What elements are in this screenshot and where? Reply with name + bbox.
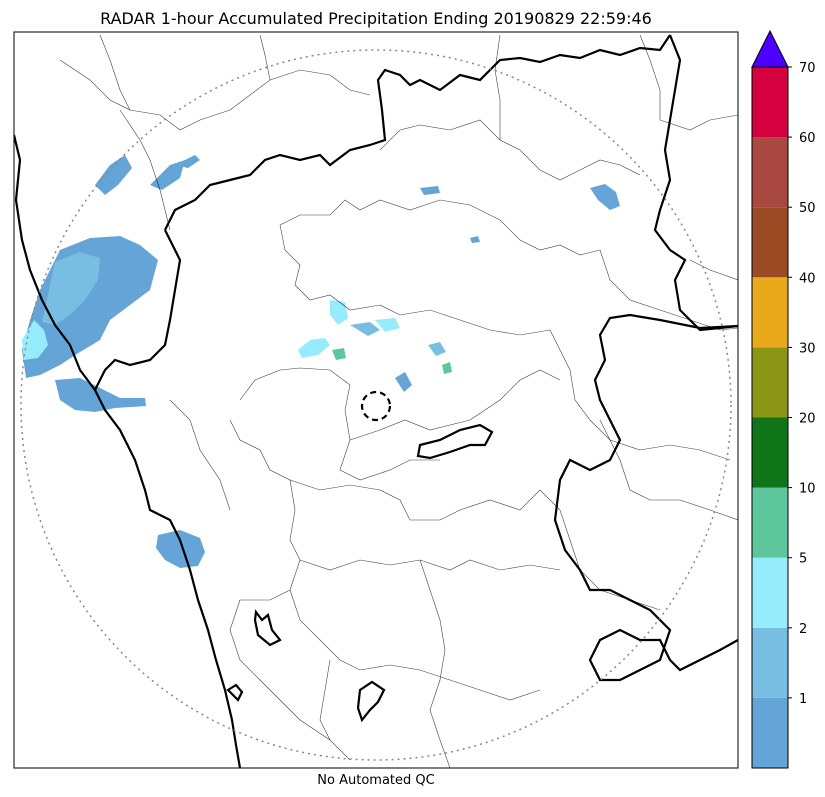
district-border	[289, 479, 541, 521]
qc-caption: No Automated QC	[317, 773, 434, 788]
rain-patch-ne	[590, 184, 620, 210]
district-border	[659, 114, 738, 131]
colorbar-tick-label: 20	[799, 412, 816, 427]
district-border	[599, 249, 738, 331]
colorbar-segment	[752, 557, 788, 628]
state-border-south-island-1	[253, 609, 282, 647]
district-border	[419, 559, 451, 768]
district-border	[319, 659, 331, 741]
district-border	[229, 419, 301, 601]
colorbar-segment	[752, 417, 788, 488]
rain-patch-coast-north	[95, 155, 132, 195]
colorbar-tick-label: 1	[799, 692, 807, 707]
rain-patch-center-7	[428, 342, 446, 356]
district-border	[279, 224, 551, 336]
colorbar-tick-label: 2	[799, 622, 807, 637]
district-border	[494, 34, 501, 140]
state-border-ne	[653, 34, 738, 332]
rain-patch-coast-lower	[55, 378, 146, 412]
colorbar-tick-label: 70	[799, 61, 816, 76]
state-border-east-island	[416, 423, 494, 460]
colorbar-segment	[752, 627, 788, 698]
state-border-north-1	[164, 34, 671, 231]
district-border	[119, 109, 171, 231]
colorbar-segment	[752, 277, 788, 348]
state-border-south-island-2	[356, 680, 386, 723]
colorbar-segment	[752, 207, 788, 278]
rain-patch-center-6	[395, 372, 412, 392]
district-border	[299, 559, 561, 571]
district-border	[689, 259, 738, 281]
colorbar-tick-label: 10	[799, 482, 816, 497]
figure-title: RADAR 1-hour Accumulated Precipitation E…	[100, 9, 652, 28]
district-border	[279, 199, 601, 256]
district-border	[169, 399, 231, 511]
colorbar-segment	[752, 487, 788, 558]
colorbar-tick-label: 50	[799, 201, 816, 216]
district-border	[549, 329, 731, 461]
rain-patch-center-9	[470, 236, 480, 243]
district-border	[59, 59, 251, 131]
district-border	[349, 369, 561, 441]
rain-patch-south-coast	[156, 530, 205, 568]
district-borders	[59, 34, 738, 768]
state-border-west-coast	[14, 134, 242, 768]
district-border	[599, 419, 738, 521]
colorbar-tick-label: 5	[799, 552, 807, 567]
state-border-south-island-3	[226, 683, 244, 702]
state-border-east	[553, 313, 738, 682]
rain-patch-coast-north-3	[175, 155, 200, 168]
precipitation-layer	[22, 155, 620, 568]
rain-patch-center-1	[298, 338, 330, 358]
district-border	[379, 119, 501, 151]
district-border	[499, 139, 641, 181]
district-border	[289, 589, 541, 701]
district-border	[239, 367, 440, 481]
colorbar: 1 2 5 10 20 30 40 50 60 70	[751, 29, 816, 769]
rain-patch-west-coast-mid	[42, 252, 100, 325]
colorbar-segment	[752, 137, 788, 208]
rain-patch-center-5	[332, 348, 346, 360]
district-border	[249, 69, 371, 96]
colorbar-tick-label: 60	[799, 131, 816, 146]
colorbar-segment	[752, 697, 788, 768]
colorbar-tick-label: 40	[799, 271, 816, 286]
rain-patch-north-small	[420, 186, 440, 195]
map-panel	[13, 31, 739, 769]
rain-patch-center-3	[350, 322, 380, 336]
colorbar-extend-arrow	[751, 29, 789, 68]
rain-patch-center-8	[442, 362, 452, 374]
colorbar-segment	[752, 67, 788, 138]
state-border-north-2	[94, 229, 182, 391]
radar-range-ring	[20, 49, 732, 761]
rain-patch-coast-north-2	[150, 160, 185, 190]
state-borders	[14, 34, 738, 768]
map-frame	[13, 31, 739, 769]
rain-patch-center-4	[375, 318, 400, 332]
rain-patch-west-coast-cyan	[22, 320, 48, 360]
rain-patch-center-2	[330, 300, 348, 325]
district-border	[259, 34, 271, 81]
colorbar-segment	[752, 347, 788, 418]
district-border	[229, 599, 351, 761]
colorbar-tick-label: 30	[799, 341, 816, 356]
district-border	[99, 34, 131, 111]
radar-site-marker	[360, 390, 392, 422]
